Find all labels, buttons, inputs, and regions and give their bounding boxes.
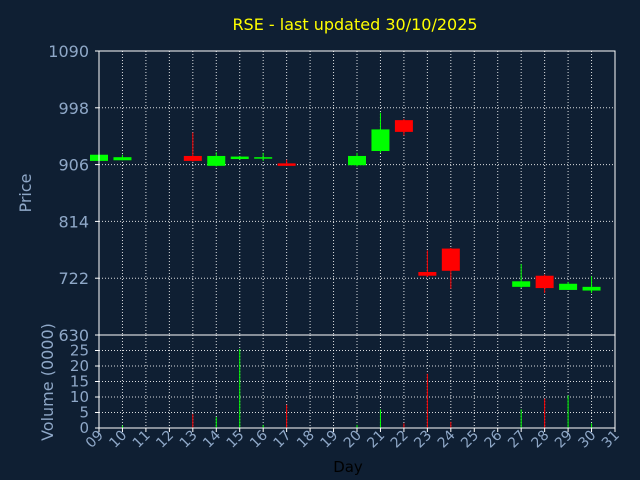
candle xyxy=(348,152,366,167)
candle-body xyxy=(207,155,226,166)
x-tick-label: 31 xyxy=(599,428,623,452)
price-y-ticks: 1090 998 906 814 722 630 xyxy=(48,42,99,345)
x-tick-label: 26 xyxy=(482,427,506,451)
chart-title: RSE - last updated 30/10/2025 xyxy=(232,15,477,34)
x-tick-label: 18 xyxy=(294,428,318,452)
price-tick-label: 1090 xyxy=(48,42,89,61)
x-tick-label: 29 xyxy=(552,428,576,452)
candle xyxy=(371,112,390,153)
candle xyxy=(512,264,531,289)
candle xyxy=(418,250,437,277)
candle xyxy=(207,152,226,167)
candle-body xyxy=(394,120,413,132)
x-tick-label: 11 xyxy=(130,428,154,452)
x-tick-label: 17 xyxy=(271,428,295,452)
candles xyxy=(90,112,601,294)
candle-body xyxy=(441,248,460,271)
volume-tick-label: 20 xyxy=(70,357,89,375)
price-tick-label: 630 xyxy=(58,326,89,345)
x-tick-label: 23 xyxy=(411,428,435,452)
volume-tick-label: 25 xyxy=(70,342,89,360)
candle-body xyxy=(582,286,601,291)
candle xyxy=(582,276,601,294)
x-tick-label: 24 xyxy=(435,427,459,451)
x-tick-label: 14 xyxy=(200,427,224,451)
volume-axis-label: Volume (0000) xyxy=(38,323,57,441)
x-tick-label: 28 xyxy=(529,428,553,452)
candle-body xyxy=(183,155,202,161)
candle xyxy=(183,132,202,162)
x-tick-label: 30 xyxy=(575,428,599,452)
candle xyxy=(441,247,460,289)
candle-body xyxy=(559,283,578,290)
price-tick-label: 814 xyxy=(58,212,89,231)
candle-body xyxy=(277,163,296,166)
candle-body xyxy=(418,272,437,276)
x-tick-label: 27 xyxy=(505,428,529,452)
volume-grid xyxy=(99,335,615,428)
x-axis-label: Day xyxy=(333,458,363,476)
volume-bars xyxy=(98,348,593,428)
candle-body xyxy=(113,157,132,161)
x-tick-label: 15 xyxy=(224,428,248,452)
candle xyxy=(277,159,296,166)
price-axis-label: Price xyxy=(16,173,35,212)
candle xyxy=(535,274,554,294)
price-grid xyxy=(99,51,615,335)
price-tick-label: 722 xyxy=(58,269,89,288)
candle xyxy=(113,154,132,161)
volume-tick-label: 10 xyxy=(70,388,89,406)
candle-body xyxy=(254,157,273,159)
x-tick-label: 13 xyxy=(177,428,201,452)
x-tick-label: 21 xyxy=(364,428,388,452)
x-tick-labels: 09 10 11 12 13 14 15 16 17 18 19 20 21 22 23 24 25 26 27 28… xyxy=(83,427,623,451)
x-tick-label: 10 xyxy=(106,428,130,452)
price-panel: 1090 998 906 814 722 630 Price xyxy=(16,42,616,345)
x-tick-label: 20 xyxy=(341,428,365,452)
price-tick-label: 998 xyxy=(58,99,89,118)
x-tick-label: 19 xyxy=(317,428,341,452)
candle-body xyxy=(230,156,249,160)
volume-tick-label: 15 xyxy=(70,373,89,391)
volume-tick-label: 0 xyxy=(79,419,89,437)
candle-body xyxy=(348,155,366,166)
x-tick-label: 12 xyxy=(153,428,177,452)
candle xyxy=(254,152,273,161)
candle-body xyxy=(512,281,531,287)
candle xyxy=(559,281,578,290)
x-tick-label: 22 xyxy=(388,428,412,452)
x-tick-label: 16 xyxy=(247,427,271,451)
candle-body xyxy=(371,129,390,152)
candle-body xyxy=(535,275,554,289)
candle xyxy=(230,155,249,160)
candle xyxy=(394,118,413,136)
volume-tick-label: 5 xyxy=(79,404,89,422)
x-tick-label: 25 xyxy=(458,428,482,452)
price-tick-label: 906 xyxy=(58,156,89,175)
